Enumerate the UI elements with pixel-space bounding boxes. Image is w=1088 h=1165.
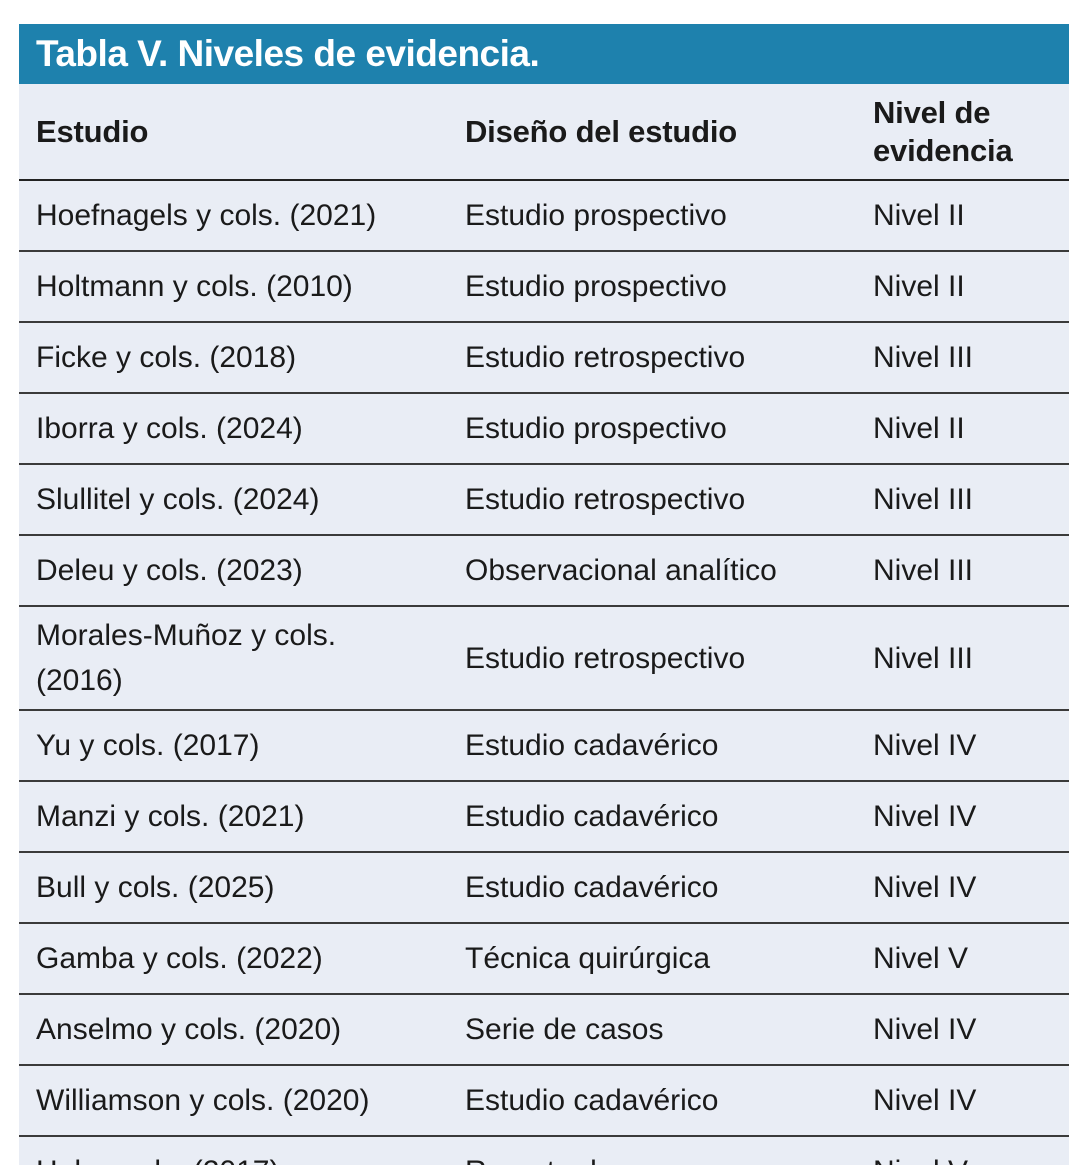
cell-diseno-del-estudio: Estudio cadavérico	[450, 1065, 855, 1137]
table-row: Holtmann y cols. (2010) Estudio prospecti…	[19, 251, 1069, 323]
cell-diseno-del-estudio: Estudio prospectivo	[450, 393, 855, 465]
cell-estudio: Bull y cols. (2025)	[19, 852, 450, 924]
cell-nivel-de-evidencia: Nivel III	[855, 606, 1069, 711]
table-row: Ficke y cols. (2018) Estudio retrospectiv…	[19, 322, 1069, 394]
table-row: Slullitel y cols. (2024) Estudio retrospe…	[19, 464, 1069, 536]
cell-nivel-de-evidencia: Nivel IV	[855, 781, 1069, 853]
column-header-nivel-de-evidencia: Nivel de evidencia	[855, 84, 1069, 181]
cell-diseno-del-estudio: Estudio cadavérico	[450, 781, 855, 853]
column-header-estudio: Estudio	[19, 84, 450, 181]
cell-diseno-del-estudio: Reporte de caso	[450, 1136, 855, 1165]
table-row: Yu y cols. (2017) Estudio cadavérico Nivel…	[19, 710, 1069, 782]
cell-diseno-del-estudio: Estudio retrospectivo	[450, 464, 855, 536]
cell-diseno-del-estudio: Estudio retrospectivo	[450, 606, 855, 711]
evidence-table: Tabla V. Niveles de evidencia. Estudio D…	[19, 24, 1069, 1165]
header-row: Estudio Diseño del estudio Nivel de evid…	[19, 84, 1069, 181]
cell-nivel-de-evidencia: Nivel IV	[855, 994, 1069, 1066]
table-row: Williamson y cols. (2020) Estudio cadavér…	[19, 1065, 1069, 1137]
cell-diseno-del-estudio: Estudio prospectivo	[450, 180, 855, 252]
cell-nivel-de-evidencia: Nivel II	[855, 251, 1069, 323]
evidence-table-grid: Estudio Diseño del estudio Nivel de evid…	[19, 84, 1069, 1165]
cell-nivel-de-evidencia: Nivel III	[855, 535, 1069, 607]
table-row: Manzi y cols. (2021) Estudio cadavérico Ni…	[19, 781, 1069, 853]
table-row: Anselmo y cols. (2020) Serie de casos Nive…	[19, 994, 1069, 1066]
cell-diseno-del-estudio: Estudio cadavérico	[450, 710, 855, 782]
cell-estudio: Hoh y cols. (2017)	[19, 1136, 450, 1165]
cell-diseno-del-estudio: Estudio cadavérico	[450, 852, 855, 924]
cell-estudio: Manzi y cols. (2021)	[19, 781, 450, 853]
cell-nivel-de-evidencia: Nivel V	[855, 923, 1069, 995]
column-header-diseno-del-estudio: Diseño del estudio	[450, 84, 855, 181]
cell-diseno-del-estudio: Técnica quirúrgica	[450, 923, 855, 995]
cell-estudio: Yu y cols. (2017)	[19, 710, 450, 782]
table-row: Deleu y cols. (2023) Observacional analít…	[19, 535, 1069, 607]
table-title: Tabla V. Niveles de evidencia.	[36, 33, 540, 74]
cell-estudio: Morales-Muñoz y cols. (2016)	[19, 606, 450, 711]
cell-diseno-del-estudio: Serie de casos	[450, 994, 855, 1066]
cell-diseno-del-estudio: Estudio prospectivo	[450, 251, 855, 323]
cell-estudio: Deleu y cols. (2023)	[19, 535, 450, 607]
cell-estudio: Hoefnagels y cols. (2021)	[19, 180, 450, 252]
cell-estudio: Gamba y cols. (2022)	[19, 923, 450, 995]
cell-estudio: Holtmann y cols. (2010)	[19, 251, 450, 323]
cell-nivel-de-evidencia: Nivel IV	[855, 852, 1069, 924]
cell-estudio: Ficke y cols. (2018)	[19, 322, 450, 394]
cell-nivel-de-evidencia: Nivel V	[855, 1136, 1069, 1165]
table-body: Hoefnagels y cols. (2021) Estudio prospec…	[19, 180, 1069, 1165]
table-row: Hoh y cols. (2017)Reporte de casoNivel V	[19, 1136, 1069, 1165]
cell-estudio: Anselmo y cols. (2020)	[19, 994, 450, 1066]
table-title-bar: Tabla V. Niveles de evidencia.	[19, 24, 1069, 84]
table-row: Morales-Muñoz y cols. (2016) Estudio retr…	[19, 606, 1069, 711]
cell-diseno-del-estudio: Estudio retrospectivo	[450, 322, 855, 394]
cell-estudio: Iborra y cols. (2024)	[19, 393, 450, 465]
table-row: Iborra y cols. (2024) Estudio prospectivo…	[19, 393, 1069, 465]
table-row: Hoefnagels y cols. (2021) Estudio prospec…	[19, 180, 1069, 252]
cell-nivel-de-evidencia: Nivel II	[855, 180, 1069, 252]
cell-nivel-de-evidencia: Nivel IV	[855, 1065, 1069, 1137]
cell-nivel-de-evidencia: Nivel III	[855, 322, 1069, 394]
table-row: Bull y cols. (2025) Estudio cadavérico Niv…	[19, 852, 1069, 924]
table-row: Gamba y cols. (2022) Técnica quirúrgica Ni…	[19, 923, 1069, 995]
cell-estudio: Slullitel y cols. (2024)	[19, 464, 450, 536]
cell-estudio: Williamson y cols. (2020)	[19, 1065, 450, 1137]
cell-nivel-de-evidencia: Nivel II	[855, 393, 1069, 465]
cell-nivel-de-evidencia: Nivel IV	[855, 710, 1069, 782]
cell-nivel-de-evidencia: Nivel III	[855, 464, 1069, 536]
cell-diseno-del-estudio: Observacional analítico	[450, 535, 855, 607]
